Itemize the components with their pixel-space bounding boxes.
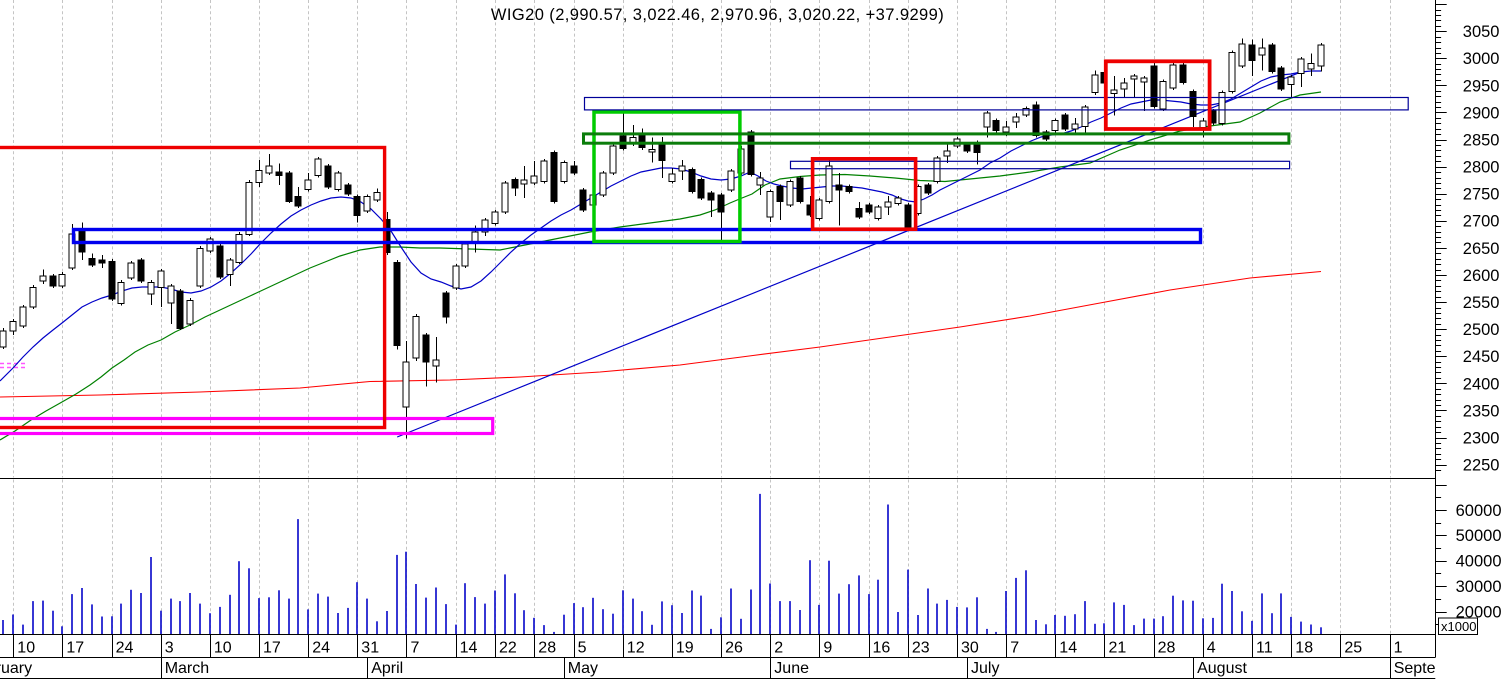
svg-text:x1000: x1000 bbox=[1441, 619, 1476, 634]
svg-text:26: 26 bbox=[725, 640, 743, 657]
svg-text:30000: 30000 bbox=[1456, 578, 1502, 596]
svg-text:40000: 40000 bbox=[1456, 553, 1502, 571]
svg-text:June: June bbox=[774, 660, 809, 677]
svg-text:3050: 3050 bbox=[1463, 23, 1500, 41]
svg-text:14: 14 bbox=[460, 640, 478, 657]
svg-text:24: 24 bbox=[312, 640, 330, 657]
svg-text:10: 10 bbox=[214, 640, 232, 657]
svg-text:4: 4 bbox=[1207, 640, 1216, 657]
svg-text:7: 7 bbox=[1010, 640, 1019, 657]
svg-text:2400: 2400 bbox=[1463, 375, 1500, 393]
svg-text:2600: 2600 bbox=[1463, 267, 1500, 285]
svg-text:7: 7 bbox=[411, 640, 420, 657]
svg-text:February: February bbox=[0, 660, 32, 677]
svg-text:April: April bbox=[371, 660, 403, 677]
svg-text:60000: 60000 bbox=[1456, 502, 1502, 520]
svg-text:3: 3 bbox=[165, 640, 174, 657]
svg-text:16: 16 bbox=[873, 640, 891, 657]
svg-text:28: 28 bbox=[1158, 640, 1176, 657]
svg-text:2800: 2800 bbox=[1463, 159, 1500, 177]
svg-text:March: March bbox=[165, 660, 209, 677]
svg-text:2750: 2750 bbox=[1463, 186, 1500, 204]
svg-text:30: 30 bbox=[961, 640, 979, 657]
svg-text:2450: 2450 bbox=[1463, 348, 1500, 366]
svg-text:31: 31 bbox=[361, 640, 379, 657]
svg-text:10: 10 bbox=[17, 640, 35, 657]
svg-text:5: 5 bbox=[578, 640, 587, 657]
svg-text:18: 18 bbox=[1295, 640, 1313, 657]
svg-text:2250: 2250 bbox=[1463, 457, 1500, 475]
svg-text:2550: 2550 bbox=[1463, 294, 1500, 312]
svg-text:17: 17 bbox=[263, 640, 281, 657]
svg-text:September: September bbox=[1394, 660, 1473, 677]
svg-text:14: 14 bbox=[1059, 640, 1077, 657]
svg-text:August: August bbox=[1197, 660, 1247, 677]
svg-text:23: 23 bbox=[912, 640, 930, 657]
svg-text:WIG20 (2,990.57, 3,022.46, 2,9: WIG20 (2,990.57, 3,022.46, 2,970.96, 3,0… bbox=[491, 6, 944, 24]
svg-text:25: 25 bbox=[1344, 640, 1362, 657]
svg-text:2650: 2650 bbox=[1463, 240, 1500, 258]
svg-text:2300: 2300 bbox=[1463, 429, 1500, 447]
svg-text:12: 12 bbox=[627, 640, 645, 657]
svg-text:28: 28 bbox=[538, 640, 556, 657]
svg-text:17: 17 bbox=[66, 640, 84, 657]
svg-text:19: 19 bbox=[676, 640, 694, 657]
svg-text:2850: 2850 bbox=[1463, 132, 1500, 150]
svg-text:2900: 2900 bbox=[1463, 104, 1500, 122]
svg-text:2700: 2700 bbox=[1463, 213, 1500, 231]
svg-text:21: 21 bbox=[1109, 640, 1127, 657]
svg-text:11: 11 bbox=[1256, 640, 1273, 657]
svg-text:1: 1 bbox=[1394, 640, 1403, 657]
svg-text:2350: 2350 bbox=[1463, 402, 1500, 420]
svg-text:May: May bbox=[568, 660, 598, 677]
svg-text:2: 2 bbox=[774, 640, 783, 657]
svg-text:2950: 2950 bbox=[1463, 77, 1500, 95]
svg-text:3000: 3000 bbox=[1463, 50, 1500, 68]
svg-text:24: 24 bbox=[116, 640, 134, 657]
svg-text:2500: 2500 bbox=[1463, 321, 1500, 339]
svg-text:July: July bbox=[971, 660, 999, 677]
svg-text:20000: 20000 bbox=[1456, 603, 1502, 621]
svg-text:50000: 50000 bbox=[1456, 527, 1502, 545]
svg-text:22: 22 bbox=[499, 640, 517, 657]
svg-text:9: 9 bbox=[823, 640, 832, 657]
